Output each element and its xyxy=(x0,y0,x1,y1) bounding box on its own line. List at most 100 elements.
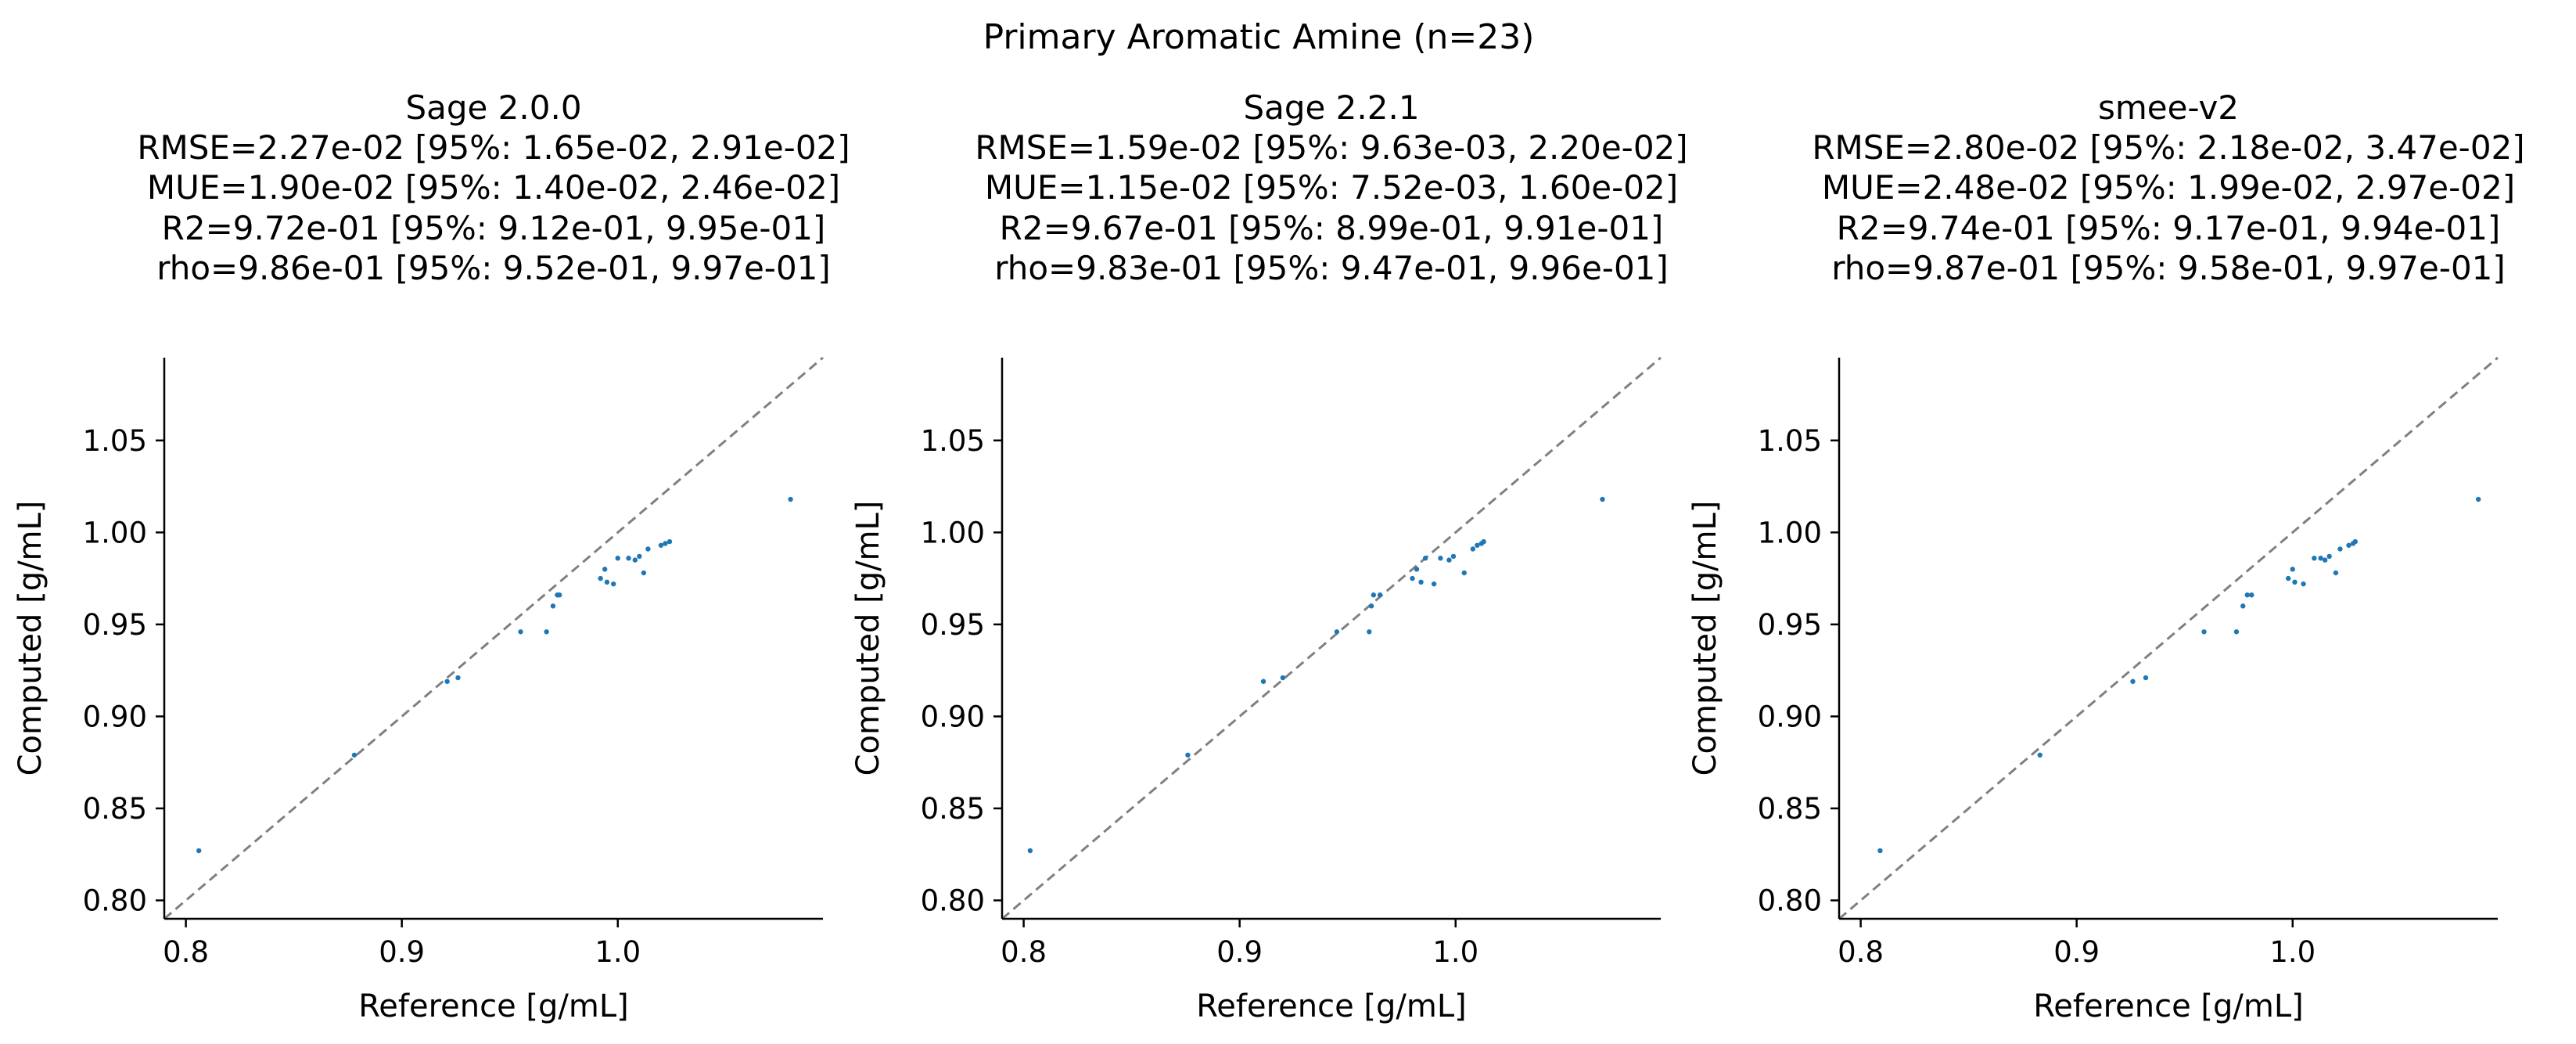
identity-line xyxy=(1838,356,2499,920)
data-point xyxy=(1470,546,1476,552)
data-point xyxy=(1260,679,1266,684)
data-point xyxy=(2233,629,2240,635)
data-point xyxy=(1368,603,1374,609)
y-tick-label: 1.05 xyxy=(83,424,147,458)
data-point xyxy=(1475,542,1480,548)
panel-stat-line: R2=9.72e-01 [95%: 9.12e-01, 9.95e-01] xyxy=(162,209,826,247)
panel-stat-line: MUE=1.90e-02 [95%: 1.40e-02, 2.46e-02] xyxy=(147,168,840,207)
identity-line xyxy=(1001,356,1662,920)
data-point xyxy=(455,675,461,681)
y-tick-label: 1.00 xyxy=(921,516,985,549)
data-point xyxy=(615,556,620,561)
data-point xyxy=(2322,557,2328,563)
data-point xyxy=(544,629,549,635)
panel-stat-line: R2=9.74e-01 [95%: 9.17e-01, 9.94e-01] xyxy=(1837,209,2501,247)
data-point xyxy=(1371,592,1377,598)
y-tick-label: 0.85 xyxy=(921,792,985,826)
x-axis-label: Reference [g/mL] xyxy=(358,988,628,1024)
data-point xyxy=(663,541,668,546)
x-tick-label: 0.9 xyxy=(1216,935,1263,969)
data-point xyxy=(1280,675,1286,681)
data-point xyxy=(1414,567,1420,572)
data-point xyxy=(1418,579,1424,585)
data-point xyxy=(2143,675,2149,681)
data-point xyxy=(518,629,523,635)
data-point xyxy=(2333,570,2339,576)
data-point xyxy=(2326,553,2332,560)
y-tick-label: 0.95 xyxy=(83,608,147,642)
data-point xyxy=(2346,542,2351,548)
x-tick-label: 0.8 xyxy=(1838,935,1884,969)
data-point xyxy=(1367,629,1372,635)
x-axis-label: Reference [g/mL] xyxy=(2033,988,2303,1024)
data-point xyxy=(444,679,450,684)
data-point xyxy=(1600,496,1605,502)
y-tick-label: 0.95 xyxy=(1758,608,1822,642)
data-point xyxy=(1438,556,1443,561)
panel-stat-line: RMSE=1.59e-02 [95%: 9.63e-03, 2.20e-02] xyxy=(975,128,1687,167)
data-point xyxy=(2244,592,2250,598)
data-point xyxy=(557,592,562,598)
data-point xyxy=(351,752,357,758)
x-tick-label: 0.8 xyxy=(163,935,209,969)
data-point xyxy=(1377,592,1383,598)
panel-title: Sage 2.2.1 xyxy=(1243,88,1419,127)
data-point xyxy=(196,848,202,854)
data-point xyxy=(2290,567,2295,572)
data-point xyxy=(1185,752,1191,758)
data-point xyxy=(2037,752,2042,758)
data-point xyxy=(2352,538,2358,545)
y-tick-label: 0.90 xyxy=(921,700,985,733)
panel-stat-line: RMSE=2.27e-02 [95%: 1.65e-02, 2.91e-02] xyxy=(137,128,850,167)
panel-title: Sage 2.0.0 xyxy=(405,88,581,127)
data-point xyxy=(1431,581,1437,587)
y-tick-label: 1.05 xyxy=(921,424,985,458)
data-point xyxy=(2240,603,2246,609)
panel-stat-line: RMSE=2.80e-02 [95%: 2.18e-02, 3.47e-02] xyxy=(1812,128,2524,167)
data-point xyxy=(2312,556,2317,561)
data-point xyxy=(2286,575,2291,581)
data-point xyxy=(550,603,556,609)
data-point xyxy=(645,546,651,552)
data-point xyxy=(658,542,664,548)
data-point xyxy=(602,567,608,572)
data-point xyxy=(2130,679,2136,684)
data-point xyxy=(1450,553,1457,560)
data-point xyxy=(1410,575,1415,581)
y-tick-label: 1.00 xyxy=(1758,516,1822,549)
y-tick-label: 0.80 xyxy=(83,884,147,917)
identity-line xyxy=(163,356,824,920)
y-tick-label: 0.90 xyxy=(1758,700,1822,733)
y-axis-label: Computed [g/mL] xyxy=(850,501,886,776)
x-tick-label: 0.9 xyxy=(379,935,425,969)
data-point xyxy=(604,579,610,585)
data-point xyxy=(666,538,673,545)
y-tick-label: 0.85 xyxy=(83,792,147,826)
panel-stat-line: MUE=1.15e-02 [95%: 7.52e-03, 1.60e-02] xyxy=(985,168,1678,207)
y-tick-label: 1.05 xyxy=(1758,424,1822,458)
data-point xyxy=(598,575,603,581)
data-point xyxy=(1027,848,1033,854)
data-point xyxy=(641,570,647,576)
panel-title: smee-v2 xyxy=(2098,88,2239,127)
data-point xyxy=(2337,546,2343,552)
data-point xyxy=(1422,556,1428,561)
x-tick-label: 1.0 xyxy=(2269,935,2316,969)
data-point xyxy=(788,496,793,502)
y-tick-label: 0.80 xyxy=(1758,884,1822,917)
data-point xyxy=(637,553,642,560)
data-point xyxy=(1334,629,1340,635)
data-point xyxy=(2318,556,2323,561)
x-tick-label: 0.8 xyxy=(1001,935,1047,969)
y-tick-label: 0.90 xyxy=(83,700,147,733)
y-tick-label: 1.00 xyxy=(83,516,147,549)
y-tick-label: 0.80 xyxy=(921,884,985,917)
panel-stat-line: rho=9.83e-01 [95%: 9.47e-01, 9.96e-01] xyxy=(994,249,1669,287)
x-axis-label: Reference [g/mL] xyxy=(1196,988,1466,1024)
x-tick-label: 1.0 xyxy=(595,935,641,969)
y-tick-label: 0.95 xyxy=(921,608,985,642)
y-axis-label: Computed [g/mL] xyxy=(13,501,49,776)
